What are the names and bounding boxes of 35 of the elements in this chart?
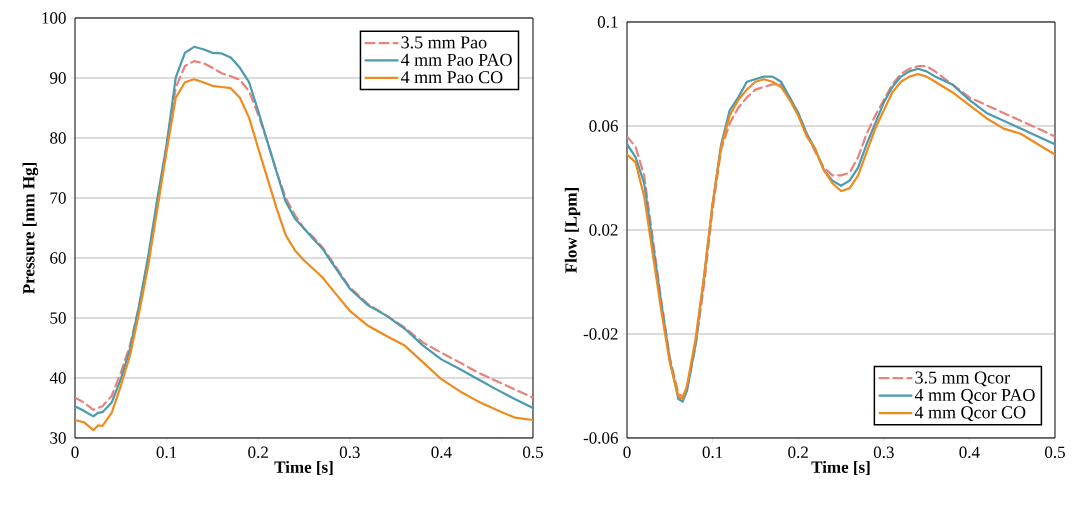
y-tick-label: 50: [50, 312, 66, 324]
x-tick-label: 0.5: [1045, 446, 1065, 459]
y-tick-label: 80: [50, 132, 66, 144]
x-tick-label: 0.3: [873, 446, 894, 459]
y-tick-label: 90: [50, 72, 66, 84]
x-tick-label: 0.5: [523, 446, 543, 459]
x-tick-label: 0.2: [788, 446, 808, 459]
legend-label: 4 mm Pao PAO: [401, 53, 512, 66]
x-tick-label: 0.4: [959, 446, 980, 459]
y-tick-label: 100: [42, 12, 66, 24]
y-tick-label: 30: [50, 432, 66, 444]
y-tick-label: 0.1: [597, 16, 618, 28]
y-axis-title: Pressure [mm Hg]: [22, 163, 39, 294]
x-tick-label: 0: [623, 446, 631, 458]
y-tick-label: -0.02: [583, 328, 618, 340]
y-tick-label: 0.02: [589, 224, 618, 236]
x-tick-label: 0: [71, 446, 79, 458]
y-axis-title: Flow [Lpm]: [564, 188, 581, 273]
x-tick-label: 0.1: [702, 446, 723, 459]
legend-label: 4 mm Qcor PAO: [914, 388, 1035, 404]
y-tick-label: 60: [50, 252, 66, 264]
x-tick-label: 0.4: [431, 446, 452, 459]
legend-label: 4 mm Pao CO: [401, 71, 503, 84]
x-axis-title: Time [s]: [811, 460, 870, 475]
x-axis-title: Time [s]: [274, 460, 333, 475]
y-tick-label: 70: [50, 192, 66, 204]
x-tick-label: 0.1: [156, 446, 177, 459]
x-tick-label: 0.2: [248, 446, 268, 459]
y-tick-label: 40: [49, 372, 66, 384]
x-tick-label: 0.3: [339, 446, 360, 459]
legend-label: 3.5 mm Pao: [401, 36, 487, 49]
y-tick-label: 0.06: [589, 120, 618, 132]
legend-label: 4 mm Qcor CO: [914, 406, 1026, 422]
y-tick-label: -0.06: [583, 432, 618, 444]
legend-label: 3.5 mm Qcor: [915, 371, 1010, 387]
